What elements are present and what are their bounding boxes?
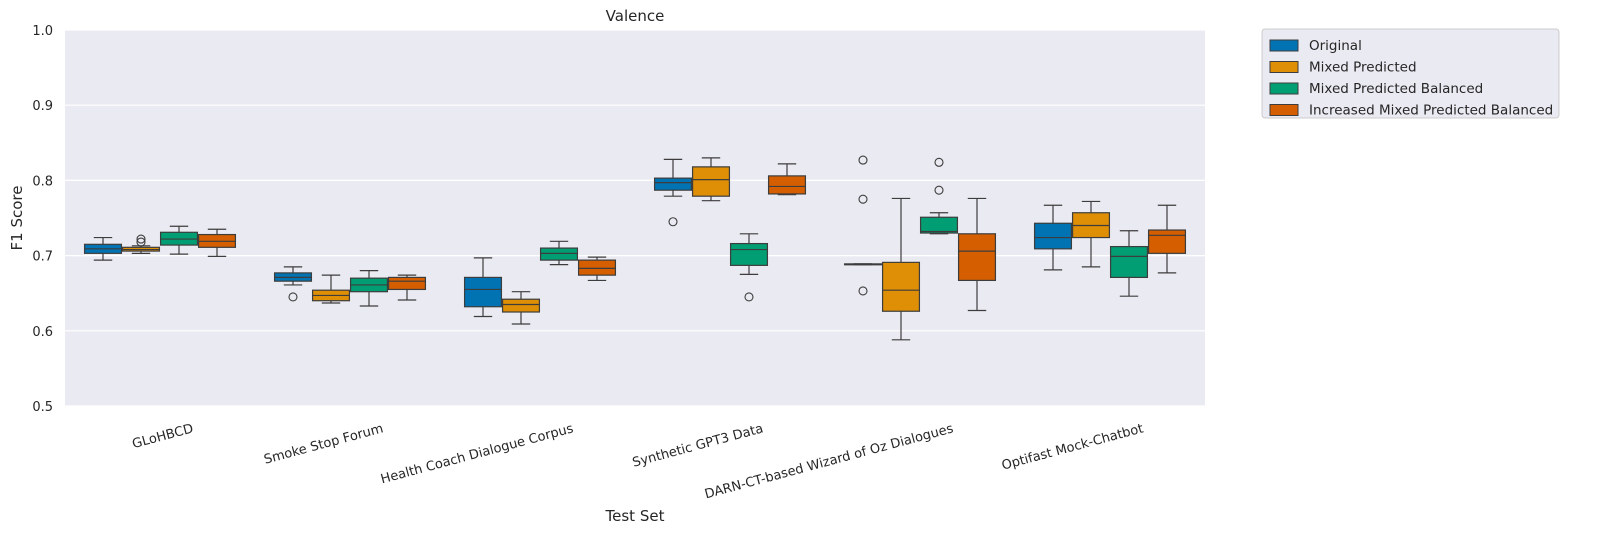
box-iqr [1147, 229, 1187, 254]
box-iqr [653, 177, 693, 191]
box-iqr [919, 216, 959, 234]
box-iqr [729, 242, 769, 266]
box-0-2 [463, 257, 503, 318]
box-1-2 [501, 291, 541, 325]
y-tick-label: 0.5 [32, 400, 53, 415]
y-axis-ticks: 0.5 0.6 0.7 0.8 0.9 1.0 [32, 24, 53, 415]
legend-item: Increased Mixed Predicted Balanced [1269, 103, 1553, 119]
box-iqr [957, 233, 997, 282]
box-2-2 [539, 240, 579, 266]
box-0-0 [83, 236, 123, 261]
box-3-4 [957, 197, 997, 312]
x-tick-label: GLoHBCD [131, 421, 195, 452]
box-2-4 [919, 157, 959, 235]
outlier-point [288, 292, 298, 302]
outlier-point [136, 234, 146, 244]
box-iqr [577, 259, 617, 276]
outlier-point [858, 286, 868, 296]
outlier-point [858, 194, 868, 204]
outlier-point [668, 217, 678, 227]
box-iqr [463, 276, 503, 308]
box-1-0 [121, 234, 161, 254]
box-2-0 [159, 225, 199, 255]
x-tick-label: Health Coach Dialogue Corpus [379, 421, 575, 487]
legend-label: Mixed Predicted Balanced [1309, 81, 1483, 97]
outlier-point [934, 157, 944, 167]
box-3-5 [1147, 204, 1187, 274]
x-axis-label: Test Set [605, 507, 665, 525]
x-tick-label: Synthetic GPT3 Data [631, 421, 765, 470]
gridlines [65, 29, 1205, 407]
box-iqr [1109, 245, 1149, 279]
box-1-1 [311, 274, 351, 304]
plot-area-background [65, 30, 1205, 406]
box-iqr [539, 247, 579, 261]
box-2-5 [1109, 230, 1149, 297]
box-0-3 [653, 158, 693, 227]
legend-label: Increased Mixed Predicted Balanced [1309, 103, 1553, 119]
y-tick-label: 0.8 [32, 174, 53, 189]
outlier-point [136, 237, 146, 247]
y-tick-label: 1.0 [32, 24, 53, 39]
box-3-2 [577, 256, 617, 282]
box-iqr [691, 166, 731, 197]
box-iqr [501, 298, 541, 313]
box-3-1 [387, 274, 427, 301]
box-0-4 [843, 155, 883, 296]
y-tick-label: 0.7 [32, 250, 53, 265]
legend: Original Mixed Predicted Mixed Predicted B… [1261, 28, 1560, 119]
legend-swatch [1269, 104, 1299, 116]
legend-frame [1261, 28, 1560, 119]
box-1-4 [881, 197, 921, 341]
y-axis-label: F1 Score [8, 186, 26, 251]
y-tick-label: 0.6 [32, 325, 53, 340]
box-1-5 [1071, 200, 1111, 268]
legend-swatch [1269, 61, 1299, 73]
box-series-group [83, 155, 1187, 341]
box-iqr [1033, 222, 1073, 250]
legend-item: Original [1269, 38, 1362, 54]
box-iqr [767, 175, 807, 195]
box-0-1 [273, 266, 313, 302]
chart-title: Valence [606, 7, 665, 25]
x-tick-label: Smoke Stop Forum [262, 421, 385, 467]
outlier-point [934, 185, 944, 195]
box-0-5 [1033, 204, 1073, 271]
box-1-3 [691, 157, 731, 202]
box-3-0 [197, 228, 237, 257]
box-2-1 [349, 270, 389, 307]
y-tick-label: 0.9 [32, 99, 53, 114]
box-iqr [387, 276, 427, 291]
box-2-3 [729, 233, 769, 302]
legend-item: Mixed Predicted [1269, 60, 1417, 76]
legend-swatch [1269, 82, 1299, 95]
legend-item: Mixed Predicted Balanced [1269, 81, 1483, 97]
box-3-3 [767, 163, 807, 196]
legend-label: Mixed Predicted [1309, 60, 1417, 76]
x-tick-label: Optifast Mock-Chatbot [1000, 421, 1145, 473]
box-iqr [881, 261, 921, 312]
outlier-point [858, 155, 868, 165]
legend-swatch [1269, 39, 1299, 52]
legend-label: Original [1309, 38, 1362, 54]
outlier-point [744, 292, 754, 302]
